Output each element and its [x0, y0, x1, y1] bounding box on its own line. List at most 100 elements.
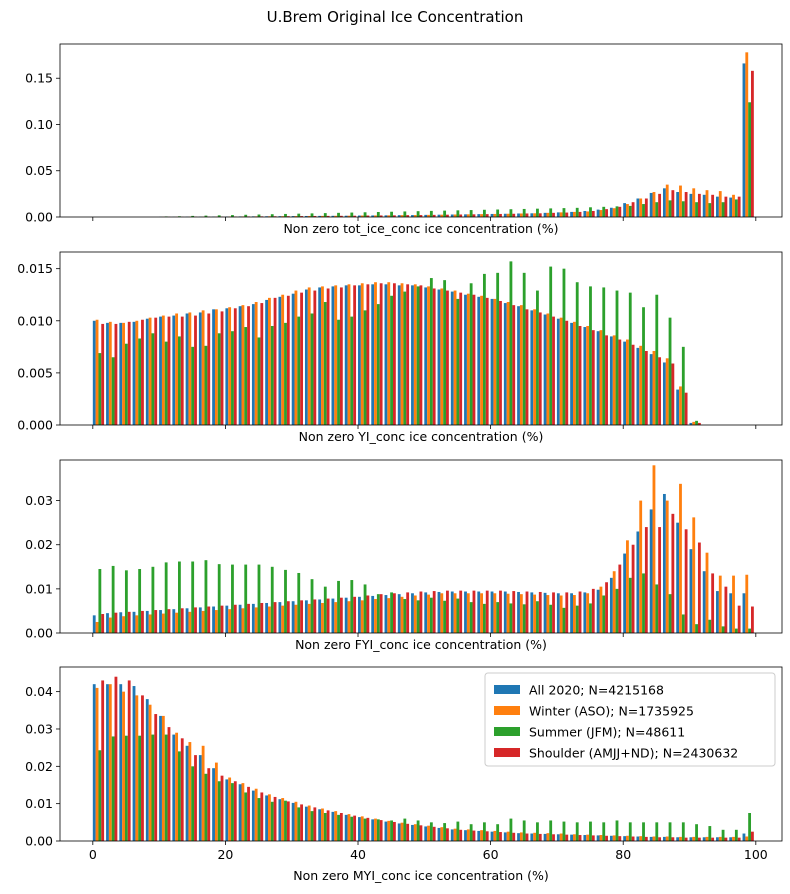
bar-panel1-series2-bin33: [533, 213, 537, 217]
bar-panel4-series1-bin42: [649, 836, 653, 841]
bar-panel2-series2-bin11: [241, 305, 245, 425]
bar-panel1-series3-bin33: [536, 208, 539, 217]
bar-panel2-series1-bin28: [464, 294, 467, 425]
bar-panel2-series2-bin25: [427, 286, 430, 425]
bar-panel2-series4-bin23: [406, 284, 410, 425]
bar-panel2-series4-bin43: [671, 363, 675, 425]
bar-panel3-series2-bin13: [268, 606, 271, 633]
bar-panel2-series3-bin17: [323, 302, 327, 425]
bar-panel2-series1-bin22: [384, 284, 388, 425]
bar-panel4-series3-bin8: [204, 773, 208, 841]
bar-panel2-series4-bin31: [512, 305, 516, 425]
bar-panel3-series4-bin15: [300, 600, 303, 633]
bar-panel1-series1-bin21: [371, 215, 375, 217]
bar-panel2-series2-bin9: [214, 309, 218, 425]
bar-panel1-series1-bin27: [450, 214, 454, 217]
bar-panel1-series4-bin17: [326, 215, 330, 217]
bar-panel4-series1-bin39: [609, 835, 613, 841]
bar-panel4-series4-bin26: [446, 828, 449, 841]
bar-panel2-series2-bin27: [453, 290, 457, 425]
bar-panel4-series2-bin49: [745, 836, 749, 841]
bar-panel4-series1-bin3: [132, 686, 136, 841]
bar-panel2-series4-bin13: [273, 297, 277, 425]
x-tick-label: 40: [350, 847, 366, 862]
bar-panel2-series4-bin14: [286, 295, 290, 425]
bar-panel4-series4-bin21: [379, 820, 383, 841]
bar-panel3-series1-bin33: [530, 592, 534, 633]
bar-panel4-series3-bin42: [655, 822, 659, 841]
bar-panel1-series2-bin26: [440, 214, 444, 217]
bar-panel3-series3-bin34: [549, 604, 553, 633]
bar-panel1-series2-bin21: [374, 215, 377, 217]
bar-panel3-series1-bin39: [609, 577, 613, 633]
bar-panel3-series2-bin28: [466, 593, 470, 633]
bar-panel3-series4-bin30: [499, 590, 502, 633]
bar-panel2-series3-bin42: [655, 294, 659, 425]
bar-panel3-series4-bin22: [392, 593, 396, 633]
bar-panel1-series4-bin48: [737, 196, 741, 217]
bar-panel2-series4-bin38: [605, 335, 608, 425]
bar-panel2-series3-bin1: [111, 357, 115, 425]
bar-panel2-series3-bin33: [536, 290, 539, 425]
bar-panel2-series2-bin37: [586, 325, 590, 425]
bar-panel4-series3-bin36: [575, 822, 579, 841]
bar-panel3-series3-bin12: [257, 564, 261, 633]
bar-panel4-series3-bin2: [124, 735, 128, 841]
bar-panel3-series2-bin9: [214, 610, 218, 633]
bar-panel3-series3-bin3: [138, 569, 142, 633]
bar-panel2-series4-bin4: [154, 317, 158, 425]
bar-panel4-series2-bin23: [400, 822, 404, 841]
bar-panel2-series4-bin37: [591, 330, 595, 425]
bar-panel4-series4-bin7: [194, 755, 197, 841]
bar-panel1-series2-bin24: [413, 215, 417, 217]
bar-panel2-series3-bin21: [376, 304, 380, 425]
bar-panel4-series2-bin31: [506, 831, 510, 841]
bar-panel3-series3-bin37: [589, 603, 592, 633]
bar-panel2-series4-bin22: [392, 283, 396, 425]
bar-panel3-series1-bin46: [702, 571, 706, 633]
y-tick-label: 0.00: [25, 834, 53, 849]
bar-panel4-series2-bin10: [228, 777, 232, 841]
bar-panel3-series1-bin18: [331, 598, 335, 633]
bar-panel2-series2-bin38: [599, 330, 603, 425]
bar-panel1-series4-bin46: [711, 194, 715, 217]
bar-panel3-series1-bin38: [596, 589, 600, 633]
bar-panel2-series3-bin15: [297, 316, 301, 425]
bar-panel3-series2-bin15: [294, 604, 298, 633]
bar-panel2-series1-bin21: [371, 284, 375, 425]
y-tick-label: 0.00: [25, 210, 53, 225]
bar-panel2-series4-bin30: [499, 300, 502, 425]
bar-panel1-series3-bin15: [297, 213, 301, 217]
bar-panel3-series3-bin45: [695, 624, 698, 633]
bar-panel3-series2-bin21: [374, 599, 377, 633]
bar-panel2-series1-bin40: [623, 341, 627, 425]
bar-panel4-series2-bin44: [679, 836, 682, 841]
bar-panel1-series2-bin48: [732, 194, 735, 217]
y-tick-label: 0.000: [17, 418, 53, 433]
bar-panel2-series3-bin26: [443, 280, 447, 425]
bar-panel3-series3-bin32: [522, 604, 526, 633]
bar-panel4-series2-bin34: [546, 833, 550, 841]
bar-panel3-series4-bin21: [379, 594, 383, 633]
bar-panel4-series2-bin7: [188, 742, 192, 841]
bar-panel1-series3-bin49: [748, 102, 752, 217]
bar-panel1-series3-bin29: [482, 209, 486, 217]
bar-panel3-series2-bin6: [175, 612, 179, 633]
bar-panel2-series2-bin15: [294, 290, 298, 425]
bar-panel1-series1-bin23: [397, 215, 401, 217]
bar-panel3-series3-bin6: [178, 561, 181, 633]
bar-panel3-series2-bin41: [639, 500, 643, 633]
bar-panel1-series3-bin25: [429, 210, 433, 217]
bar-panel2-series3-bin10: [231, 331, 234, 425]
y-tick-label: 0.03: [25, 493, 53, 508]
bar-panel3-series4-bin45: [697, 542, 701, 633]
bar-panel3-series1-bin19: [344, 597, 348, 633]
x-tick-label: 20: [217, 847, 233, 862]
bar-panel1-series3-bin45: [695, 202, 698, 217]
bar-panel2-series4-bin34: [552, 316, 555, 425]
bar-panel2-series1-bin29: [477, 296, 481, 425]
bar-panel2-series3-bin29: [482, 273, 486, 425]
bar-panel4-series3-bin7: [191, 766, 195, 841]
bar-panel4-series2-bin17: [321, 808, 324, 841]
bar-panel2-series1-bin16: [304, 289, 308, 425]
